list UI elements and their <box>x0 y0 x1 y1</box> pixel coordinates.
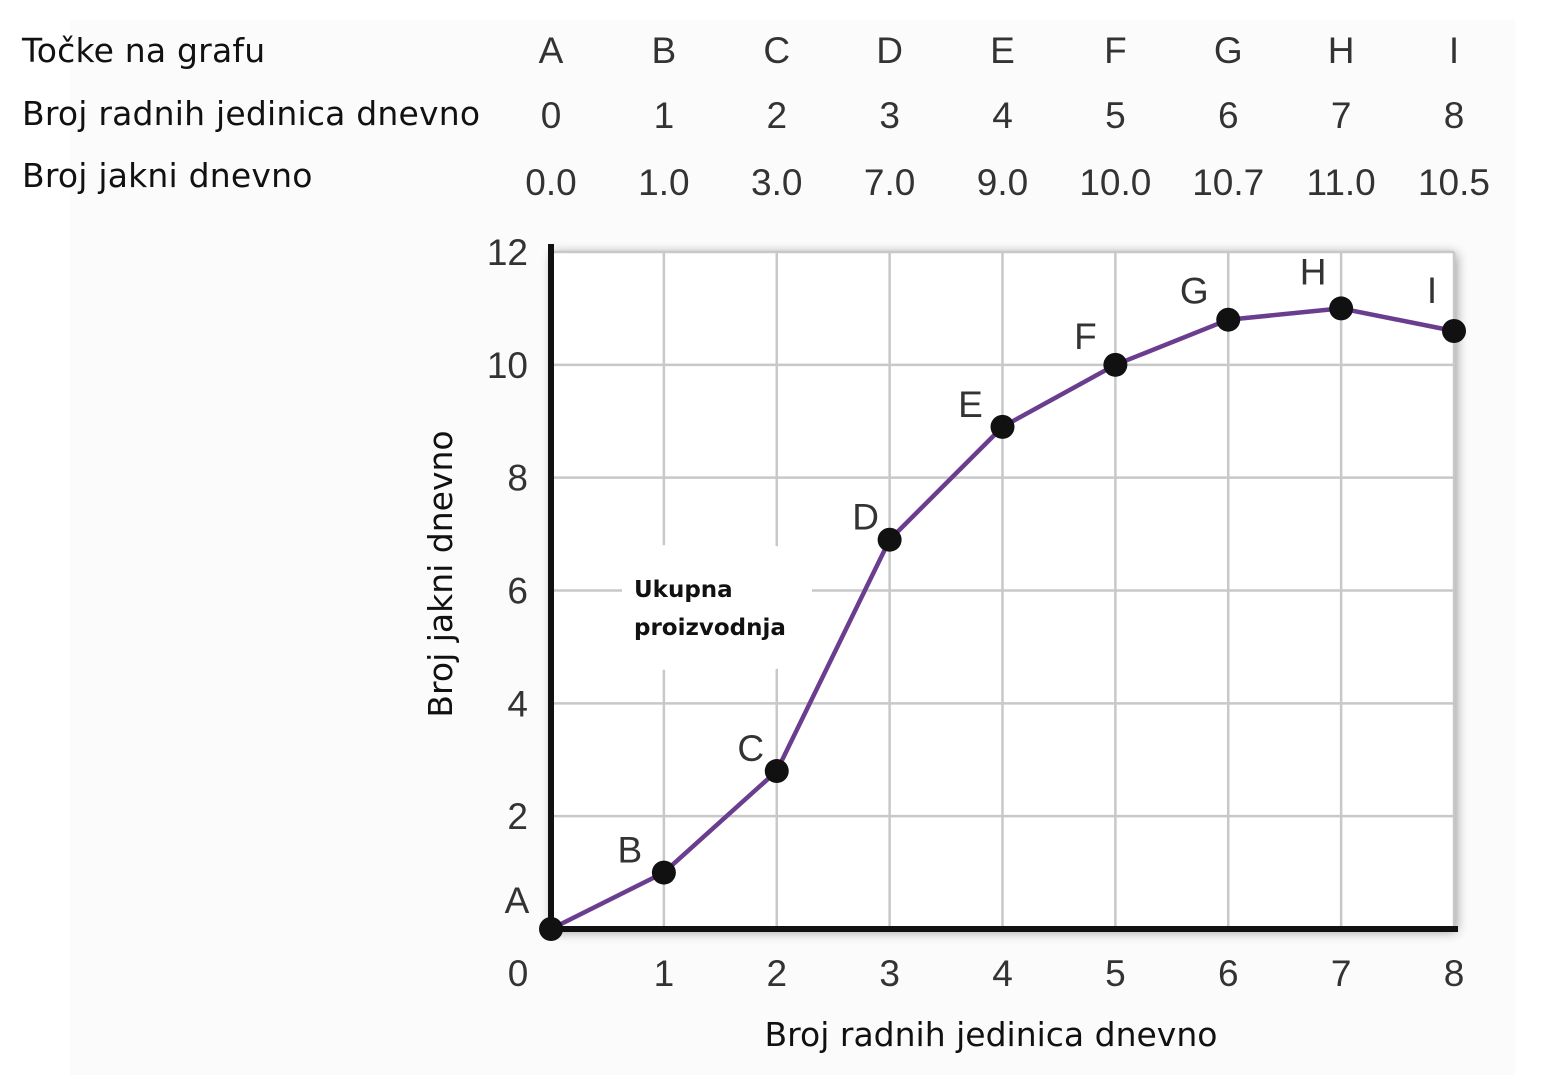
y-tick-label-4: 4 <box>507 683 528 724</box>
table-jackets-0: 0.0 <box>525 162 576 203</box>
data-table: A B C D E F G H I 0 1 2 3 4 5 6 7 8 0.0 1.0 3.0 7.0 9.0 10.0 10.… <box>525 30 1490 203</box>
x-tick-label-5: 5 <box>1105 953 1126 994</box>
table-point-8: I <box>1449 30 1459 71</box>
point-label-I: I <box>1427 270 1437 311</box>
point-label-F: F <box>1074 316 1097 357</box>
table-workers-5: 5 <box>1105 95 1126 136</box>
table-workers-7: 7 <box>1331 95 1352 136</box>
x-tick-label-7: 7 <box>1331 953 1352 994</box>
point-label-E: E <box>958 384 983 425</box>
annotation-line-1: proizvodnja <box>634 615 786 641</box>
table-point-5: F <box>1104 30 1127 71</box>
table-jackets-6: 10.7 <box>1192 162 1264 203</box>
point-label-A: A <box>505 880 530 921</box>
table-row-label-points: Točke na grafu <box>22 31 266 70</box>
table-jackets-1: 1.0 <box>638 162 689 203</box>
annotation-background <box>622 545 812 670</box>
table-workers-1: 1 <box>654 95 675 136</box>
x-tick-label-1: 1 <box>654 953 675 994</box>
table-workers-4: 4 <box>992 95 1013 136</box>
table-point-2: C <box>763 30 790 71</box>
series-total-production <box>539 296 1466 941</box>
point-label-H: H <box>1300 251 1327 292</box>
table-point-4: E <box>990 30 1015 71</box>
y-axis-title: Broj jakni dnevno <box>421 430 460 717</box>
table-jackets-3: 7.0 <box>864 162 915 203</box>
annotation: Ukupna proizvodnja <box>622 545 812 670</box>
y-tick-label-12: 12 <box>487 232 528 273</box>
table-jackets-4: 9.0 <box>977 162 1028 203</box>
table-workers-2: 2 <box>766 95 787 136</box>
y-tick-label-10: 10 <box>487 345 528 386</box>
data-point-A <box>539 917 563 941</box>
point-label-D: D <box>852 497 879 538</box>
point-label-G: G <box>1180 271 1209 312</box>
table-point-0: A <box>539 30 564 71</box>
table-workers-0: 0 <box>541 95 562 136</box>
y-tick-label-2: 2 <box>507 796 528 837</box>
data-point-I <box>1442 318 1466 343</box>
data-point-F <box>1103 352 1128 377</box>
table-point-3: D <box>876 30 903 71</box>
data-point-B <box>651 860 676 885</box>
data-point-C <box>764 759 789 784</box>
x-axis-title: Broj radnih jedinica dnevno <box>765 1015 1218 1054</box>
table-point-7: H <box>1328 30 1355 71</box>
table-jackets-2: 3.0 <box>751 162 802 203</box>
x-tick-label-6: 6 <box>1218 953 1239 994</box>
x-tick-label-0: 0 <box>508 953 529 994</box>
table-row-label-jackets: Broj jakni dnevno <box>22 156 313 195</box>
x-tick-label-8: 8 <box>1444 953 1465 994</box>
data-point-H <box>1329 296 1354 321</box>
point-label-B: B <box>618 830 643 871</box>
axes <box>548 244 1458 932</box>
x-tick-label-2: 2 <box>766 953 787 994</box>
x-tick-label-3: 3 <box>879 953 900 994</box>
data-point-D <box>877 527 902 552</box>
x-tick-label-4: 4 <box>992 953 1013 994</box>
table-point-1: B <box>652 30 677 71</box>
data-point-E <box>990 414 1015 439</box>
table-point-6: G <box>1214 30 1243 71</box>
annotation-line-0: Ukupna <box>634 577 733 603</box>
y-tick-label-6: 6 <box>507 571 528 612</box>
table-jackets-5: 10.0 <box>1079 162 1151 203</box>
table-row-label-workers: Broj radnih jedinica dnevno <box>22 94 481 133</box>
point-label-C: C <box>737 728 764 769</box>
data-point-G <box>1216 307 1241 332</box>
table-jackets-7: 11.0 <box>1306 162 1375 203</box>
table-workers-6: 6 <box>1218 95 1239 136</box>
y-tick-label-8: 8 <box>507 458 528 499</box>
table-workers-3: 3 <box>879 95 900 136</box>
table-jackets-8: 10.5 <box>1418 162 1490 203</box>
table-workers-8: 8 <box>1444 95 1465 136</box>
